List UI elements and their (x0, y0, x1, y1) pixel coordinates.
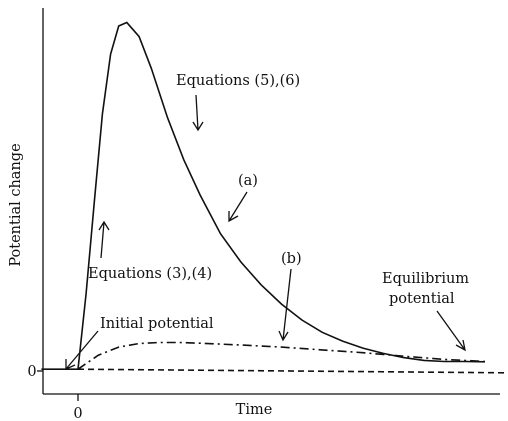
series-dashdot-line (77, 341, 486, 370)
annotation-equations-3-4: Equations (3),(4) (88, 266, 212, 282)
series-dashed-line (77, 368, 506, 374)
y-tick-label: 0 (27, 364, 36, 380)
arrow-equations-3-4 (98, 220, 110, 259)
x-axis-label: Time (236, 402, 273, 418)
arrow-initial-potential (65, 330, 99, 371)
x-tick-label: 0 (73, 406, 82, 421)
annotation-b: (b) (281, 251, 302, 267)
annotation-equations-5-6: Equations (5),(6) (176, 73, 300, 89)
series-solid-line (41, 21, 486, 370)
arrow-b (278, 268, 292, 342)
arrow-equations-5-6 (192, 94, 204, 132)
y-axis-label: Potential change (8, 143, 24, 266)
annotation-equilibrium: Equilibrium (382, 271, 469, 287)
annotation-a: (a) (238, 173, 258, 189)
annotation-initial-potential: Initial potential (100, 316, 214, 332)
annotation-potential: potential (389, 291, 455, 307)
arrow-equilibrium (436, 310, 466, 352)
arrow-a (228, 191, 248, 223)
